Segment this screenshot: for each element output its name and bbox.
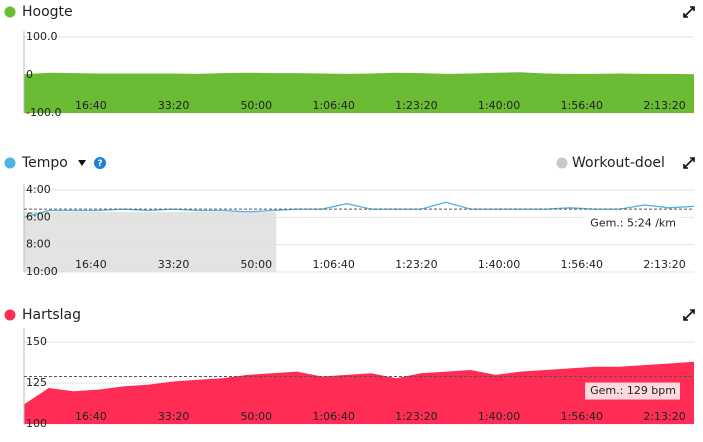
x-tick-label: 33:20 xyxy=(158,99,190,112)
help-icon-glyph: ? xyxy=(97,159,102,169)
x-tick-label: 33:20 xyxy=(158,258,190,271)
x-tick-label: 50:00 xyxy=(240,99,272,112)
x-tick-label: 16:40 xyxy=(75,99,107,112)
title-dot xyxy=(4,6,16,18)
chart-title: Hartslag xyxy=(22,307,81,323)
title-dot xyxy=(4,157,16,169)
x-tick-label: 1:06:40 xyxy=(312,99,354,112)
line xyxy=(23,201,695,218)
y-tick-label: 4:00 xyxy=(26,183,51,196)
x-tick-label: 16:40 xyxy=(75,410,107,423)
legend-dot xyxy=(556,157,568,169)
chart-title: Hoogte xyxy=(22,4,73,20)
x-tick-label: 1:56:40 xyxy=(561,99,603,112)
x-tick-label: 1:06:40 xyxy=(312,410,354,423)
y-tick-label: -100.0 xyxy=(26,106,61,119)
expand-icon[interactable] xyxy=(683,157,695,169)
average-box xyxy=(585,382,680,400)
y-tick-label: 150 xyxy=(26,335,47,348)
y-tick-label: 100 xyxy=(26,417,47,430)
y-tick-label: 8:00 xyxy=(26,238,51,251)
icons xyxy=(683,6,695,321)
x-tick-label: 1:06:40 xyxy=(312,258,354,271)
x-tick-label: 2:13:20 xyxy=(643,410,685,423)
expand-icon[interactable] xyxy=(683,309,695,321)
average-label: Gem.: 5:24 /km xyxy=(590,217,676,230)
x-tick-label: 1:23:20 xyxy=(395,99,437,112)
x-tick-label: 1:40:00 xyxy=(478,99,520,112)
help-icon[interactable] xyxy=(94,157,106,169)
x-tick-label: 33:20 xyxy=(158,410,190,423)
x-tick-label: 1:40:00 xyxy=(478,410,520,423)
title-dot xyxy=(4,309,16,321)
area xyxy=(24,72,694,113)
y-tick-label: 10:00 xyxy=(26,265,58,278)
average-box xyxy=(585,215,680,233)
average-label: Gem.: 129 bpm xyxy=(590,384,676,397)
x-tick-label: 1:23:20 xyxy=(395,258,437,271)
x-tick-label: 1:56:40 xyxy=(561,410,603,423)
x-tick-label: 50:00 xyxy=(240,410,272,423)
legend-label: Workout-doel xyxy=(572,155,665,171)
y-tick-label: 125 xyxy=(26,376,47,389)
x-tick-label: 16:40 xyxy=(75,258,107,271)
y-tick-label: 100.0 xyxy=(26,30,58,43)
dropdown-arrow[interactable] xyxy=(78,160,86,166)
x-tick-label: 2:13:20 xyxy=(643,99,685,112)
x-tick-label: 2:13:20 xyxy=(643,258,685,271)
y-tick-label: 0 xyxy=(26,68,33,81)
chart-title: Tempo xyxy=(21,155,68,171)
y-tick-label: 6:00 xyxy=(26,210,51,223)
x-tick-label: 1:40:00 xyxy=(478,258,520,271)
x-tick-label: 50:00 xyxy=(240,258,272,271)
x-tick-label: 1:23:20 xyxy=(395,410,437,423)
area xyxy=(24,361,694,424)
expand-icon[interactable] xyxy=(683,6,695,18)
target-band xyxy=(24,211,277,272)
x-tick-label: 1:56:40 xyxy=(561,258,603,271)
